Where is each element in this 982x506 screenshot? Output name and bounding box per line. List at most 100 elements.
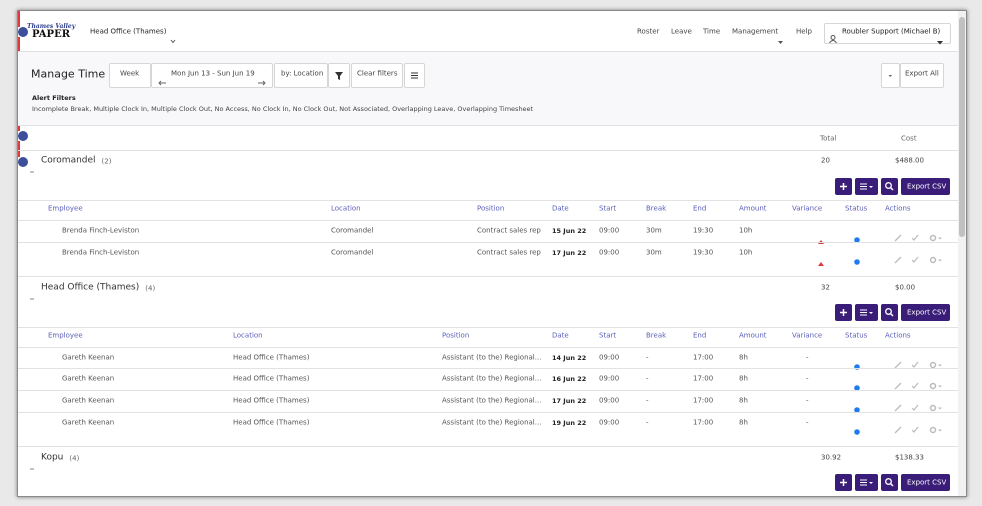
export-all-label[interactable]: Export All [905,69,939,78]
column-header: Employee [48,331,83,340]
group-by-label[interactable]: by: Location [281,69,324,78]
status-dot [854,398,860,413]
cell-employee[interactable]: Brenda Finch-Leviston [62,248,140,257]
nav-time[interactable]: Time [703,27,721,36]
user-menu[interactable] [824,23,951,44]
variance-alert [818,229,824,244]
column-header: Start [599,331,617,340]
approve-action [911,375,919,389]
divider [18,200,958,201]
cell-employee[interactable]: Gareth Keenan [62,374,115,383]
menu-button[interactable] [404,63,425,88]
week-button[interactable] [109,63,151,88]
cell-position: Assistant (to the) Regional... [442,374,542,383]
column-header: Location [233,331,263,340]
user-name[interactable]: Roubler Support (Michael B) [842,27,941,36]
week-label[interactable]: Week [120,69,140,78]
date-range[interactable] [151,63,273,88]
cell-start: 09:00 [599,226,620,235]
export-csv-label[interactable]: Export CSV [907,478,947,486]
cell-date: 15 Jun 22 [552,226,587,235]
column-header: Variance [792,331,823,340]
caret [937,30,943,45]
cell-employee[interactable]: Gareth Keenan [62,353,115,362]
add-button[interactable] [835,474,852,491]
clear-filters[interactable] [351,63,403,88]
cell-employee[interactable]: Gareth Keenan [62,396,115,405]
bulk-menu[interactable] [855,474,878,491]
cell-end: 19:30 [693,226,714,235]
export-csv[interactable] [901,178,950,195]
total-header: Total [820,134,837,143]
row-divider [18,390,958,391]
cell-date: 19 Jun 22 [552,418,587,427]
group-name[interactable]: Kopu [41,452,64,463]
group-count: (4) [145,284,156,293]
nav-management[interactable]: Management [732,27,779,36]
export-csv[interactable] [901,474,950,491]
column-header: Date [552,204,569,213]
column-header: Position [442,331,470,340]
avatar-initials: BF [50,227,56,233]
cell-end: 17:00 [693,396,714,405]
alert-marker [18,11,20,27]
top-bar [18,11,966,52]
cell-break: - [646,396,649,405]
add-button[interactable] [835,178,852,195]
cell-date: 17 Jun 22 [552,396,587,405]
date-range-label[interactable]: Mon Jun 13 - Sun Jun 19 [171,69,255,78]
nav-leave[interactable]: Leave [671,27,692,36]
cell-location: Head Office (Thames) [233,374,310,383]
column-header: End [693,331,707,340]
export-csv[interactable] [901,304,950,321]
column-header: Status [845,331,868,340]
logo-main: PAPER [32,29,71,40]
cell-employee[interactable]: Gareth Keenan [62,418,115,427]
group-divider [18,276,958,277]
nav-roster[interactable]: Roster [637,27,660,36]
approve-action [911,249,919,263]
column-header: Start [599,204,617,213]
alert-marker [18,141,20,157]
settings-action [929,397,943,412]
search-button[interactable] [881,178,898,195]
status-dot [854,420,860,435]
group-name[interactable]: Head Office (Thames) [41,282,140,293]
export-dropdown[interactable] [881,63,900,88]
export-csv-label[interactable]: Export CSV [907,308,947,316]
search-button[interactable] [881,474,898,491]
column-header: Break [646,204,667,213]
avatar-initials: GK [50,419,57,425]
variance-alert [818,251,824,266]
add-button[interactable] [835,304,852,321]
cell-amount: 10h [739,248,753,257]
column-header: Employee [48,204,83,213]
export-all[interactable] [900,63,944,88]
bulk-menu[interactable] [855,178,878,195]
row-divider [18,220,958,221]
bulk-menu[interactable] [855,304,878,321]
cell-date: 16 Jun 22 [552,374,587,383]
group-name[interactable]: Coromandel [41,155,96,166]
clear-filters-label[interactable]: Clear filters [357,69,398,78]
search-button[interactable] [881,304,898,321]
cell-location: Head Office (Thames) [233,353,310,362]
cell-amount: 8h [739,396,748,405]
group-by[interactable] [274,63,328,88]
cell-position: Assistant (to the) Regional... [442,418,542,427]
cell-break: 30m [646,226,662,235]
status-dot [854,228,860,243]
cell-date: 17 Jun 22 [552,248,587,257]
cell-variance: - [806,396,809,405]
cell-variance: - [806,353,809,362]
location-select[interactable]: Head Office (Thames) [90,27,167,36]
nav-help[interactable]: Help [796,27,812,36]
cell-variance: - [806,418,809,427]
column-header: Amount [739,331,767,340]
alert-marker [18,37,20,53]
export-csv-label[interactable]: Export CSV [907,182,947,190]
filter-button[interactable] [328,63,350,88]
cell-employee[interactable]: Brenda Finch-Leviston [62,226,140,235]
cell-start: 09:00 [599,374,620,383]
row-divider [18,368,958,369]
